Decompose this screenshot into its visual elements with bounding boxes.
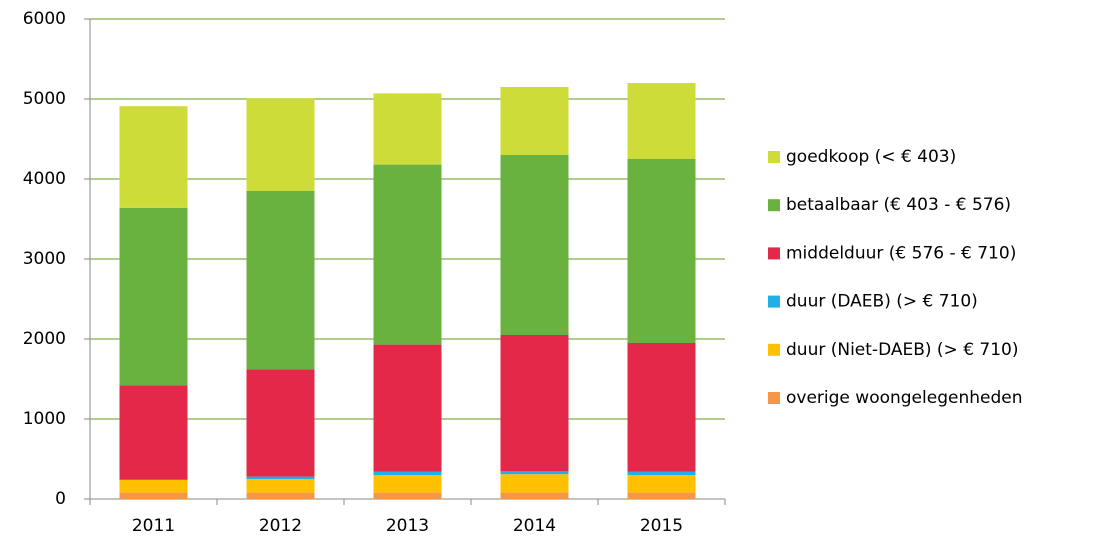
legend-swatch	[768, 392, 780, 404]
legend-label: goedkoop (< € 403)	[786, 147, 956, 167]
bar-segment	[500, 335, 569, 471]
y-tick-label: 2000	[23, 329, 66, 349]
bar-segment	[119, 479, 188, 493]
bar-segment	[246, 479, 315, 493]
bar-segment	[373, 475, 442, 493]
bar-segment	[119, 385, 188, 480]
x-tick-label: 2012	[259, 516, 302, 536]
bar-segment	[627, 471, 696, 475]
bar-segment	[627, 83, 696, 159]
bar-segment	[373, 164, 442, 345]
x-tick-label: 2014	[513, 516, 556, 536]
bar-segment	[246, 476, 315, 479]
legend-swatch	[768, 295, 780, 308]
bar-segment	[373, 93, 442, 165]
y-tick-label: 4000	[23, 169, 66, 189]
bar-segment	[627, 475, 696, 493]
y-tick-label: 6000	[23, 9, 66, 29]
y-tick-label: 0	[55, 489, 66, 509]
y-tick-label: 5000	[23, 89, 66, 109]
bar-segment	[627, 492, 696, 499]
y-tick-label: 1000	[23, 409, 66, 429]
bar-segment	[500, 155, 569, 335]
legend-label: duur (DAEB) (> € 710)	[786, 292, 978, 312]
legend-label: duur (Niet-DAEB) (> € 710)	[786, 340, 1019, 360]
bar-segment	[627, 343, 696, 472]
bar-segment	[119, 207, 188, 386]
bar-segment	[373, 471, 442, 475]
bar-segment	[119, 492, 188, 499]
bar-segment	[373, 492, 442, 499]
x-tick-label: 2011	[132, 516, 175, 536]
bar-segment	[500, 492, 569, 499]
legend-swatch	[768, 247, 780, 260]
bar-segment	[246, 98, 315, 191]
bar-segment	[246, 191, 315, 370]
bar-segment	[373, 344, 442, 472]
legend-swatch	[768, 199, 780, 212]
bar-segment	[246, 369, 315, 477]
legend-swatch	[768, 151, 780, 163]
legend-label: overige woongelegenheden	[786, 388, 1022, 408]
bar-segment	[500, 471, 569, 475]
bar-segment	[119, 106, 188, 208]
legend-label: middelduur (€ 576 - € 710)	[786, 243, 1016, 263]
x-tick-label: 2015	[640, 516, 683, 536]
bar-segment	[627, 159, 696, 343]
legend-swatch	[768, 343, 780, 356]
bar-segment	[500, 474, 569, 493]
y-tick-label: 3000	[23, 249, 66, 269]
x-tick-label: 2013	[386, 516, 429, 536]
bar-segment	[246, 492, 315, 499]
legend-label: betaalbaar (€ 403 - € 576)	[786, 195, 1011, 215]
bar-segment	[500, 87, 569, 155]
